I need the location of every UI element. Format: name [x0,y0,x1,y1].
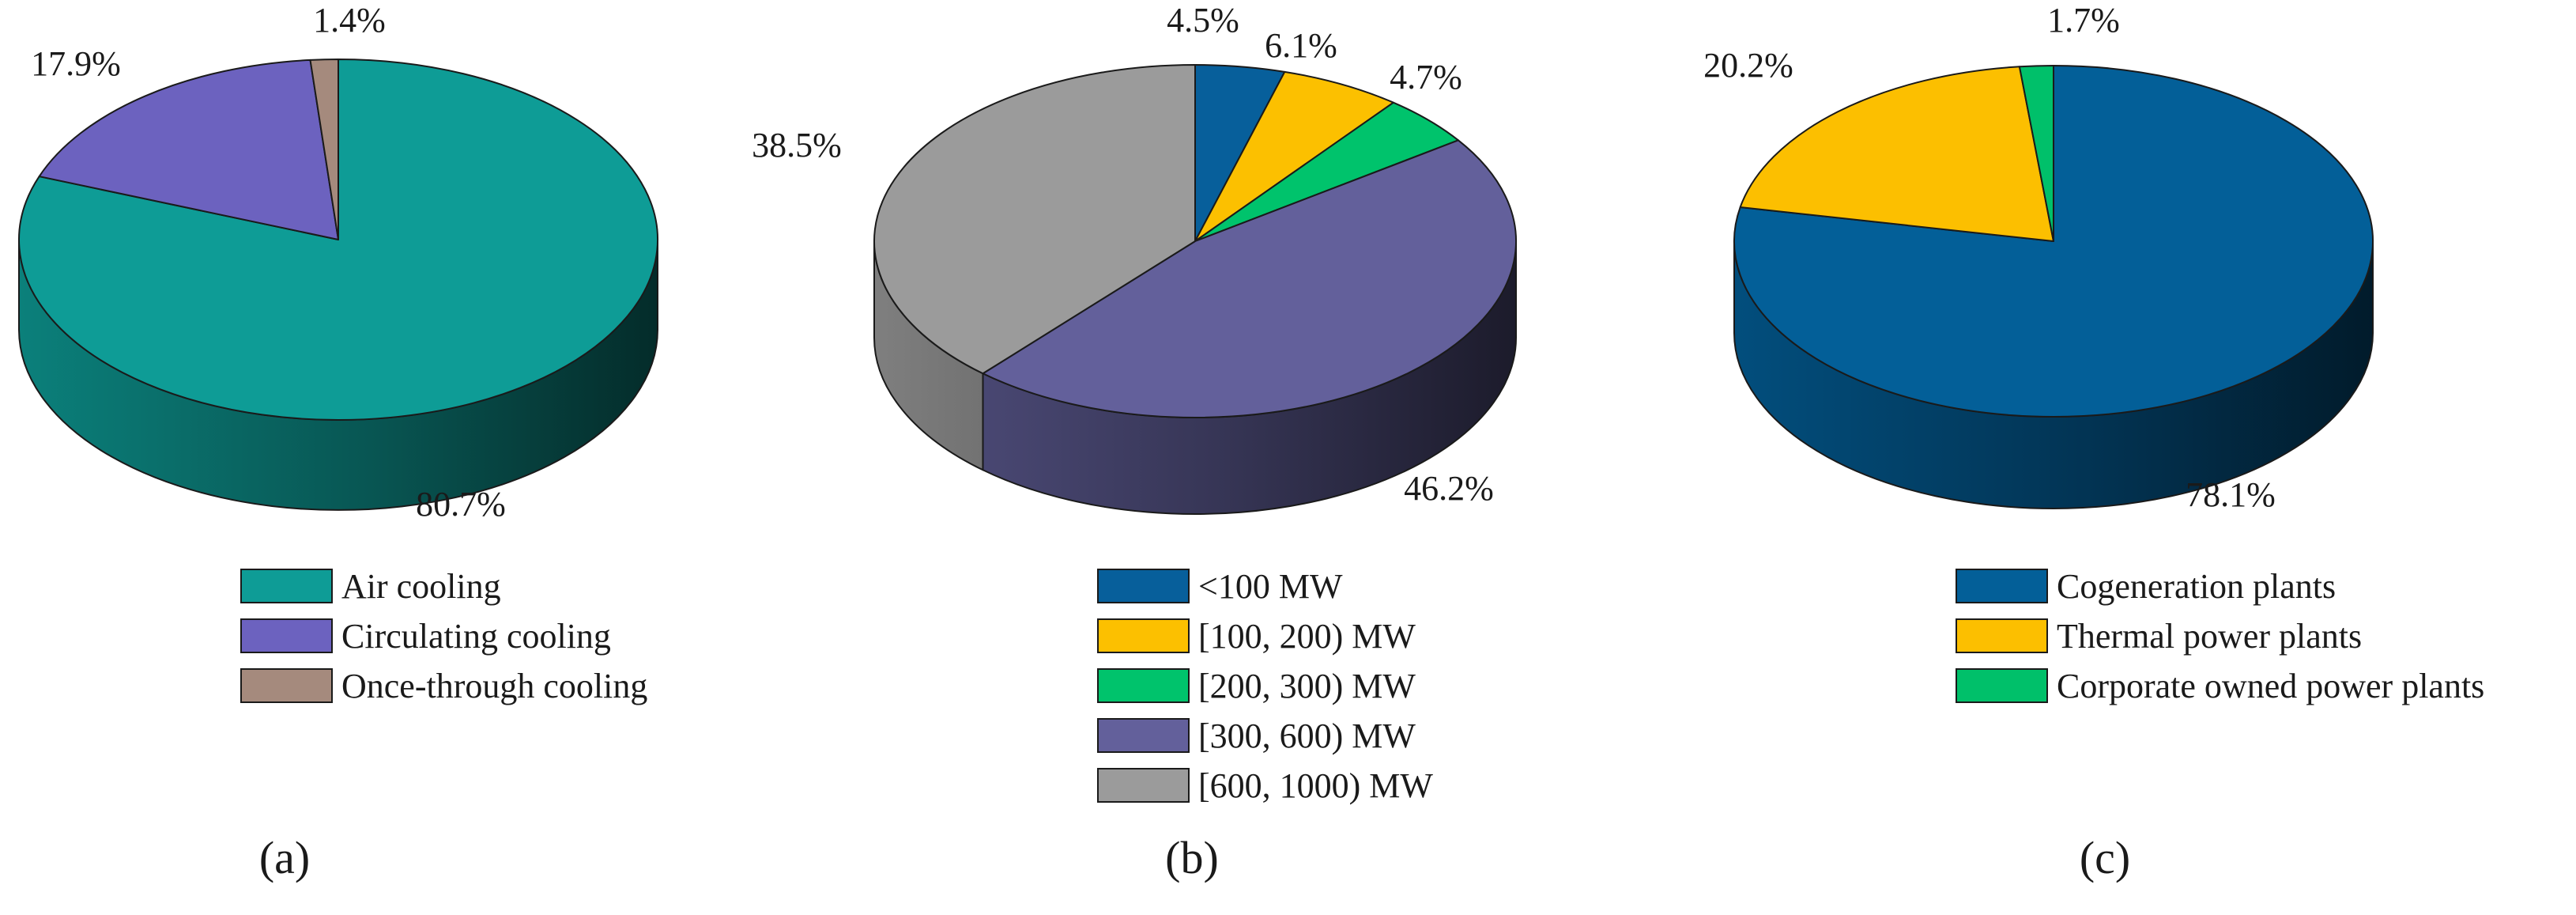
legend-swatch [240,569,333,603]
legend-label: Thermal power plants [2057,617,2362,656]
legend: <100 MW [100, 200) MW [200, 300) MW [300, 6… [1097,567,1433,805]
legend-label: Corporate owned power plants [2057,667,2484,705]
pie-slice-600-1000-mw [873,64,1196,375]
pie-top [1733,65,2374,418]
pie-slice-corporate-owned-power-plants [2018,65,2054,242]
legend-swatch [240,668,333,703]
legend-item-circulating-cooling: Circulating cooling [240,617,611,656]
legend-swatch [1956,668,2048,703]
pie-chart-2: 4.5% 6.1% 4.7% 46.2% 38.5% <100 MW [100, 200) … [752,1,1517,883]
pie-slice-once-through-cooling [309,59,339,240]
data-label-circulating-cooling: 17.9% [31,44,121,83]
legend-item-200-300-mw: [200, 300) MW [1097,667,1416,705]
legend-item-corporate-owned-power-plants: Corporate owned power plants [1956,667,2484,705]
legend-label: Once-through cooling [341,667,647,705]
panel-label: (b) [1165,832,1219,883]
legend-item-cogeneration-plants: Cogeneration plants [1956,567,2336,606]
legend-item-300-600-mw: [300, 600) MW [1097,716,1416,755]
legend-label: Cogeneration plants [2057,567,2336,606]
pie-top [873,64,1517,418]
legend-item-100-mw: <100 MW [1097,567,1343,606]
data-label-100-200-mw: 6.1% [1265,26,1337,65]
legend-swatch [1097,569,1190,603]
legend-label: Air cooling [341,567,501,606]
data-label-corporate-owned-power-plants: 1.7% [2047,1,2120,40]
legend-swatch [1097,718,1190,753]
legend: Air cooling Circulating cooling Once-throu… [240,567,647,705]
pie-slice-300-600-mw [982,139,1517,418]
legend-item-thermal-power-plants: Thermal power plants [1956,617,2362,656]
data-label-thermal-power-plants: 20.2% [1703,46,1793,85]
legend-label: [600, 1000) MW [1198,766,1433,805]
legend-label: [300, 600) MW [1198,716,1416,755]
pie-slice-thermal-power-plants [1739,66,2054,242]
legend-item-600-1000-mw: [600, 1000) MW [1097,766,1433,805]
data-label-600-1000-mw: 38.5% [752,126,842,164]
pie-slice-circulating-cooling [38,59,339,240]
legend-label: Circulating cooling [341,617,611,656]
legend-label: [200, 300) MW [1198,667,1416,705]
pie-top [18,59,658,421]
panel-label: (a) [259,832,310,883]
data-label-once-through-cooling: 1.4% [313,1,386,40]
legend-item-100-200-mw: [100, 200) MW [1097,617,1416,656]
panel-label: (c) [2080,832,2130,883]
legend-swatch [1097,768,1190,803]
legend-item-air-cooling: Air cooling [240,567,501,606]
legend-swatch [1097,618,1190,653]
pie-chart-1: 80.7% 17.9% 1.4% Air cooling Circulating coo… [18,1,658,883]
pie-chart-3: 78.1% 20.2% 1.7% Cogeneration plants Thermal… [1703,1,2484,883]
data-label-air-cooling: 80.7% [416,485,506,524]
data-label-200-300-mw: 4.7% [1390,58,1462,96]
data-label-100-mw: 4.5% [1167,1,1239,40]
legend-label: [100, 200) MW [1198,617,1416,656]
data-label-cogeneration-plants: 78.1% [2186,475,2276,514]
legend-swatch [1956,569,2048,603]
legend-item-once-through-cooling: Once-through cooling [240,667,647,705]
legend-swatch [1097,668,1190,703]
legend-swatch [1956,618,2048,653]
legend-swatch [240,618,333,653]
data-label-300-600-mw: 46.2% [1404,469,1494,508]
legend-label: <100 MW [1198,567,1343,606]
legend: Cogeneration plants Thermal power plants C… [1956,567,2484,705]
pie-slice-100-200-mw [1194,70,1394,242]
